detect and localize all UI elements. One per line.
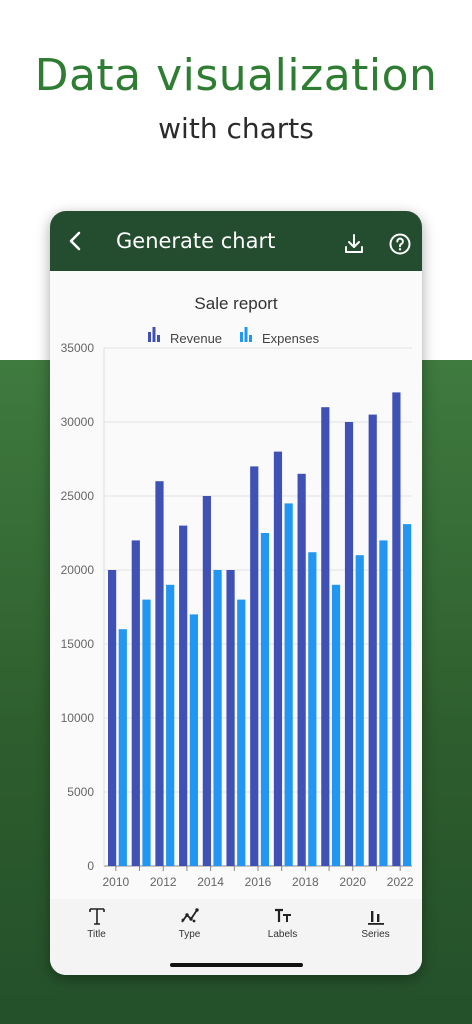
- home-area: [50, 949, 422, 975]
- legend-expenses-icon: [240, 327, 252, 342]
- chart-title: Sale report: [194, 294, 277, 313]
- toolbar-series-label: Series: [361, 929, 390, 940]
- legend-expenses-label: Expenses: [262, 331, 320, 346]
- arrow-back-icon[interactable]: [64, 227, 88, 255]
- bar-expenses-2014[interactable]: [213, 570, 222, 866]
- phone-screen: Generate chart Sale report Revenue: [50, 211, 422, 975]
- y-tick-label: 5000: [67, 785, 94, 799]
- bar-expenses-2017[interactable]: [284, 503, 293, 866]
- bar-expenses-2011[interactable]: [142, 599, 151, 866]
- bar-expenses-2012[interactable]: [166, 584, 175, 866]
- y-tick-label: 20000: [61, 563, 95, 577]
- app-bar-title: Generate chart: [116, 229, 276, 253]
- y-tick-label: 10000: [61, 711, 95, 725]
- bar-expenses-2010[interactable]: [118, 629, 127, 866]
- x-tick-label: 2020: [339, 875, 366, 889]
- bar-revenue-2018[interactable]: [297, 473, 306, 866]
- x-tick-label: 2012: [150, 875, 177, 889]
- bar-chart: Sale report Revenue Expe: [61, 294, 414, 889]
- bar-expenses-2015[interactable]: [237, 599, 246, 866]
- bar-revenue-2016[interactable]: [250, 466, 259, 866]
- bar-expenses-2016[interactable]: [260, 533, 270, 866]
- download-icon[interactable]: [342, 232, 366, 256]
- hero-title: Data visualization: [34, 50, 438, 101]
- labels-icon: [274, 908, 291, 922]
- chart-type-icon: [180, 908, 199, 923]
- bar-expenses-2022[interactable]: [403, 524, 412, 866]
- bar-revenue-2017[interactable]: [273, 451, 283, 866]
- toolbar-title-button[interactable]: Title: [50, 899, 143, 949]
- bar-revenue-2012[interactable]: [155, 481, 164, 866]
- toolbar-type-button[interactable]: Type: [143, 899, 236, 949]
- bar-revenue-2020[interactable]: [344, 422, 354, 866]
- bar-expenses-2021[interactable]: [379, 540, 388, 866]
- legend-revenue-label: Revenue: [170, 331, 222, 346]
- app-bar: Generate chart: [50, 211, 422, 271]
- help-circle-icon[interactable]: [388, 232, 412, 256]
- bar-revenue-2011[interactable]: [131, 540, 140, 866]
- x-tick-label: 2022: [387, 875, 414, 889]
- y-tick-label: 0: [87, 859, 94, 873]
- toolbar-labels-label: Labels: [267, 929, 298, 940]
- chart-legend: Revenue Expenses: [148, 327, 320, 346]
- toolbar-labels-button[interactable]: Labels: [236, 899, 329, 949]
- bar-revenue-2022[interactable]: [392, 392, 401, 866]
- bar-revenue-2010[interactable]: [108, 570, 117, 866]
- legend-expenses[interactable]: Expenses: [240, 327, 320, 346]
- chart-area: Sale report Revenue Expe: [50, 271, 422, 899]
- bar-revenue-2014[interactable]: [202, 496, 211, 866]
- bar-expenses-2019[interactable]: [331, 584, 341, 866]
- bar-revenue-2021[interactable]: [368, 414, 377, 866]
- toolbar-series-button[interactable]: Series: [329, 899, 422, 949]
- bar-expenses-2018[interactable]: [308, 552, 317, 866]
- bar-revenue-2013[interactable]: [179, 525, 188, 866]
- bar-expenses-2020[interactable]: [355, 555, 364, 866]
- home-indicator[interactable]: [170, 963, 303, 967]
- bottom-toolbar: Title Type Labels: [50, 899, 422, 949]
- bar-revenue-2019[interactable]: [321, 407, 330, 866]
- x-tick-label: 2018: [292, 875, 319, 889]
- y-tick-label: 25000: [61, 489, 95, 503]
- hero-subtitle: with charts: [158, 112, 314, 145]
- series-icon: [367, 911, 384, 925]
- x-tick-label: 2010: [102, 875, 129, 889]
- legend-revenue-icon: [148, 327, 160, 342]
- legend-revenue[interactable]: Revenue: [148, 327, 222, 346]
- toolbar-title-label: Title: [87, 929, 106, 940]
- title-text-icon: [88, 908, 105, 925]
- y-tick-label: 15000: [61, 637, 95, 651]
- x-tick-label: 2014: [197, 875, 224, 889]
- toolbar-type-label: Type: [178, 929, 201, 940]
- x-tick-label: 2016: [245, 875, 272, 889]
- y-tick-label: 35000: [61, 341, 95, 355]
- bar-expenses-2013[interactable]: [189, 614, 198, 866]
- y-tick-label: 30000: [61, 415, 95, 429]
- bar-revenue-2015[interactable]: [226, 570, 235, 866]
